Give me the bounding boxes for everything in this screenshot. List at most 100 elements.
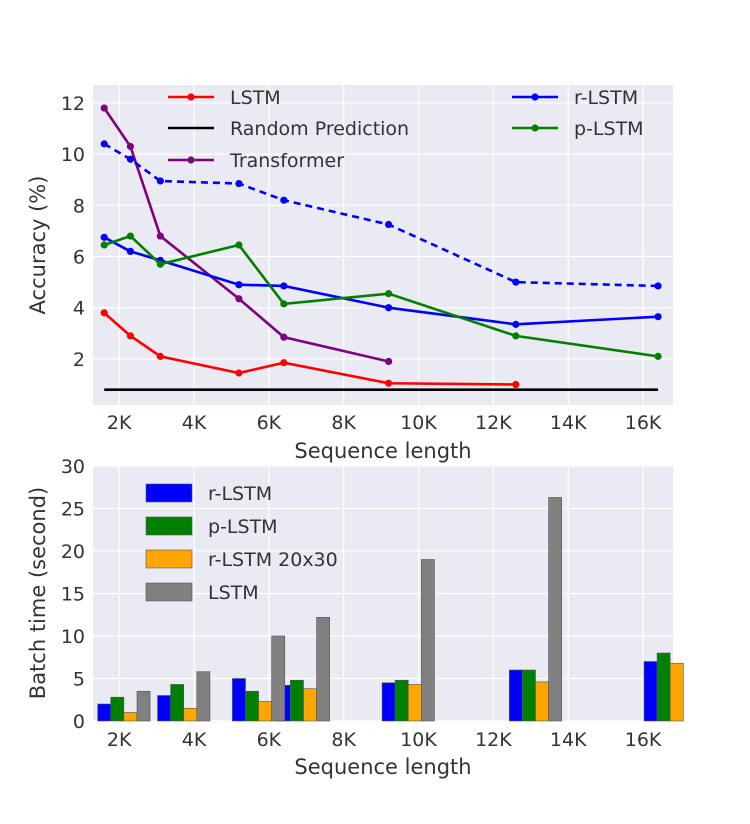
bar-lstm [421,559,435,722]
accuracy-x-tick-label: 8K [331,412,356,434]
point-r-lstm-dashed [654,282,662,290]
bar-lstm [548,497,562,722]
point-lstm [512,380,520,389]
bar-r-lstm-20x30 [123,712,138,722]
bar-r-lstm [381,682,396,722]
bar-p-lstm [522,669,536,722]
point-p-lstm [512,332,520,340]
point-p-lstm [235,241,243,249]
accuracy-y-axis-title: Accuracy (%) [26,176,50,315]
batch-time-x-tick-label: 12K [475,729,512,751]
bar-r-lstm-20x30 [258,701,272,722]
point-transformer [280,333,288,341]
legend-marker-r-lstm [531,93,539,101]
point-r-lstm-dashed [235,179,243,188]
accuracy-y-ticks: 2 4 6 8 10 12 [61,93,85,371]
bar-r-lstm [97,703,112,722]
point-r-lstm-dashed [280,196,288,204]
batch-time-chart: 2K 4K 6K 8K 10K 12K 14K 16K 0 5 10 15 20 25 30 Sequen… [26,456,684,779]
point-p-lstm [385,290,393,298]
point-transformer [235,295,243,303]
bar-lstm [271,635,286,722]
series-line-p-lstm [103,234,659,358]
bar-p-lstm [290,679,304,722]
series-line-transformer [103,107,389,363]
batch-time-legend: r-LSTM p-LSTM r-LSTM 20x30 LSTM [145,483,338,604]
point-r-lstm-dashed [156,177,164,185]
point-r-lstm [126,247,135,255]
legend-label-r-lstm: r-LSTM [574,87,638,109]
point-r-lstm-dashed [100,140,108,148]
batch-time-y-tick-label: 20 [61,541,85,563]
point-transformer [100,104,108,112]
accuracy-x-tick-label: 12K [475,412,512,434]
accuracy-y-tick-label: 8 [73,195,85,217]
batch-time-x-tick-label: 4K [182,729,207,751]
accuracy-x-tick-label: 2K [107,412,132,434]
legend-swatch-r-lstm [145,483,193,503]
accuracy-x-tick-label: 10K [400,412,437,434]
batch-time-y-tick-label: 0 [73,711,85,733]
bar-r-lstm [232,678,246,722]
legend-label-lstm: LSTM [230,87,281,109]
legend-marker-lstm [187,93,195,101]
bar-r-lstm-20x30 [669,662,684,722]
batch-time-y-tick-label: 10 [61,626,85,648]
legend-label-r-lstm: r-LSTM [208,483,272,505]
bar-p-lstm [245,690,259,722]
point-r-lstm-dashed [385,220,393,229]
batch-time-y-tick-label: 30 [61,456,85,478]
batch-time-x-tick-label: 6K [257,729,282,751]
accuracy-x-tick-label: 6K [257,412,282,434]
accuracy-plot-background [93,85,673,405]
batch-time-x-tick-label: 14K [550,729,587,751]
legend-label-random-prediction: Random Prediction [230,118,409,140]
bar-p-lstm [656,652,671,722]
batch-time-x-axis-title: Sequence length [294,755,471,779]
batch-time-x-tick-label: 16K [625,729,662,751]
bar-p-lstm [110,696,125,722]
batch-time-y-tick-label: 5 [73,669,85,691]
legend-swatch-lstm [145,582,193,602]
point-p-lstm [280,300,288,308]
bar-p-lstm [170,684,185,722]
batch-time-bars [97,497,684,722]
point-transformer [156,232,164,240]
legend-swatch-p-lstm [145,516,193,536]
legend-label-p-lstm: p-LSTM [208,516,278,538]
bar-lstm [136,690,151,722]
accuracy-y-tick-label: 4 [73,298,85,320]
bar-r-lstm [508,669,523,722]
accuracy-x-axis-title: Sequence length [294,439,471,463]
bar-r-lstm-20x30 [407,684,422,722]
legend-marker-p-lstm [531,124,539,132]
legend-label-lstm: LSTM [208,582,259,604]
point-lstm [235,369,243,377]
bar-r-lstm-20x30 [535,681,549,722]
point-p-lstm [126,232,135,240]
batch-time-x-ticks: 2K 4K 6K 8K 10K 12K 14K 16K [107,729,662,751]
point-lstm [126,332,135,340]
accuracy-y-tick-label: 12 [61,93,85,115]
point-r-lstm-dashed [126,155,135,163]
batch-time-x-tick-label: 8K [331,729,356,751]
legend-swatch-r-lstm-20x30 [145,549,193,569]
bar-p-lstm [394,679,409,722]
point-r-lstm [235,281,243,289]
batch-time-x-tick-label: 2K [107,729,132,751]
point-transformer [126,142,135,151]
point-p-lstm [156,260,164,268]
bar-r-lstm [157,695,171,722]
batch-time-y-tick-label: 25 [61,499,85,521]
point-lstm [280,359,288,367]
point-r-lstm-dashed [512,278,520,286]
point-transformer [385,357,393,366]
accuracy-y-tick-label: 6 [73,247,85,269]
accuracy-chart: 2K 4K 6K 8K 10K 12K 14K 16K 2 4 6 8 10 12 Sequence l… [26,85,673,463]
batch-time-y-axis-title: Batch time (second) [26,487,50,699]
accuracy-series [100,104,662,391]
point-r-lstm [512,320,520,328]
point-r-lstm [654,313,662,321]
point-p-lstm [654,352,662,360]
